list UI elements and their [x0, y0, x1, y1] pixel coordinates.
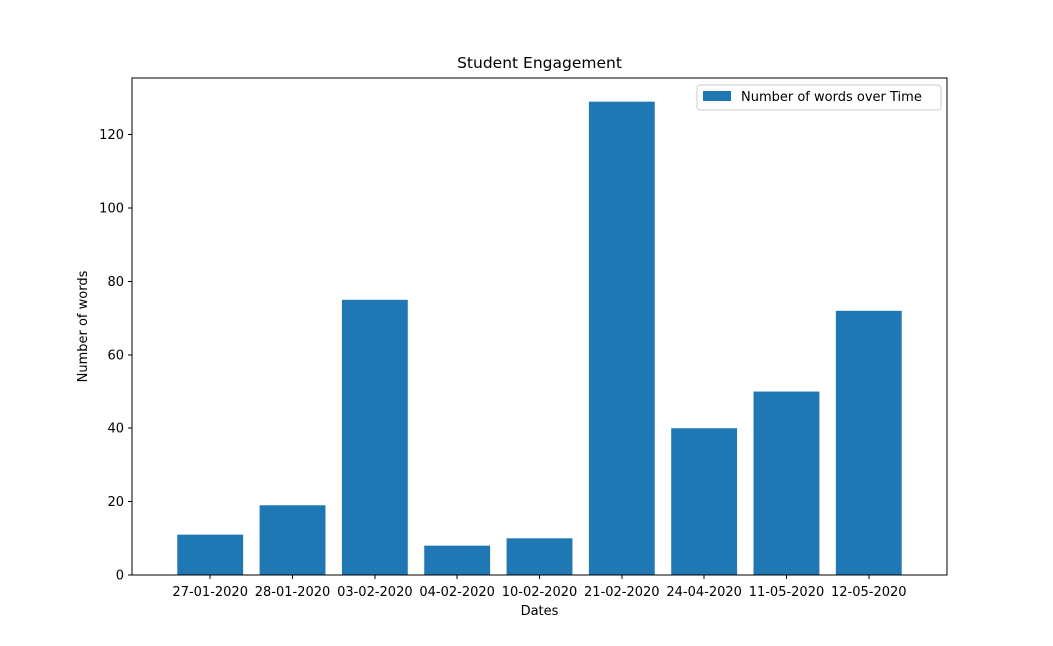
- legend: Number of words over Time: [696, 84, 942, 111]
- y-tick-label: 60: [107, 348, 124, 363]
- legend-label: Number of words over Time: [741, 90, 922, 105]
- y-axis-ticks: 0 20 40 60 80 100 120: [99, 128, 132, 584]
- bar-11-05-2020: [753, 391, 820, 575]
- x-tick-label: 03-02-2020: [337, 585, 413, 600]
- y-tick-label: 20: [107, 495, 124, 510]
- bar-04-02-2020: [424, 545, 491, 575]
- legend-swatch: [703, 91, 731, 101]
- chart-title: Student Engagement: [457, 54, 622, 72]
- x-tick-label: 24-04-2020: [666, 585, 742, 600]
- y-tick-label: 120: [99, 128, 124, 143]
- x-tick-label: 27-01-2020: [172, 585, 248, 600]
- x-tick-label: 12-05-2020: [831, 585, 907, 600]
- bar-21-02-2020: [588, 101, 655, 576]
- y-tick-label: 100: [99, 202, 124, 217]
- x-tick-label: 10-02-2020: [502, 585, 578, 600]
- x-tick-label: 04-02-2020: [419, 585, 495, 600]
- x-tick-label: 11-05-2020: [749, 585, 825, 600]
- bar-03-02-2020: [341, 299, 408, 575]
- bar-28-01-2020: [259, 505, 326, 575]
- y-axis-title: Number of words: [76, 270, 91, 382]
- legend-box: [696, 84, 942, 111]
- bars-group: [177, 101, 902, 576]
- x-axis-ticks: 27-01-2020 28-01-2020 03-02-2020 04-02-2020…: [172, 575, 907, 600]
- y-tick-label: 0: [116, 569, 124, 584]
- x-tick-label: 21-02-2020: [584, 585, 660, 600]
- x-tick-label: 28-01-2020: [255, 585, 331, 600]
- bar-10-02-2020: [506, 538, 573, 575]
- bar-12-05-2020: [835, 310, 902, 575]
- x-axis-title: Dates: [521, 604, 559, 619]
- plot-area-frame: [131, 77, 948, 576]
- y-tick-label: 80: [107, 275, 124, 290]
- y-tick-label: 40: [107, 422, 124, 437]
- bar-27-01-2020: [177, 534, 244, 575]
- bar-24-04-2020: [671, 428, 738, 575]
